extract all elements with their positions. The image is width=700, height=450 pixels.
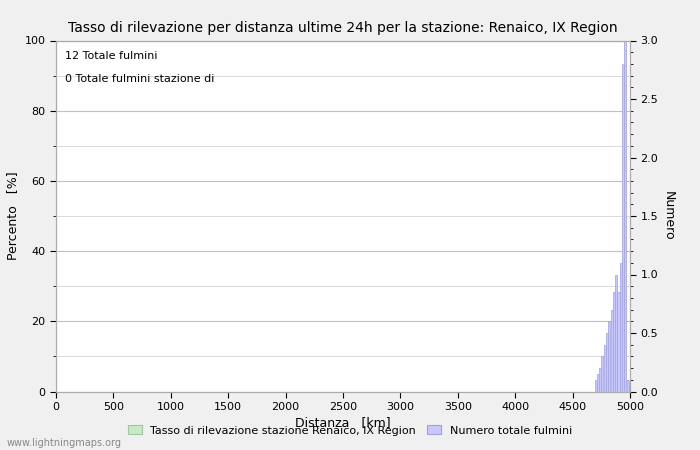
Text: www.lightningmaps.org: www.lightningmaps.org [7, 438, 122, 448]
Y-axis label: Numero: Numero [662, 191, 675, 241]
Bar [629, 386, 631, 392]
Text: 12 Totale fulmini: 12 Totale fulmini [64, 51, 157, 61]
Bar [606, 333, 608, 392]
Bar [624, 40, 626, 392]
Bar [610, 310, 612, 392]
Bar [617, 292, 620, 392]
Bar [620, 263, 622, 392]
Bar [608, 321, 610, 392]
Bar [597, 374, 599, 392]
X-axis label: Distanza   [km]: Distanza [km] [295, 416, 391, 429]
Bar [603, 345, 606, 392]
Text: 0 Totale fulmini stazione di: 0 Totale fulmini stazione di [64, 74, 214, 84]
Bar [601, 356, 603, 392]
Legend: Tasso di rilevazione stazione Renaico, IX Region, Numero totale fulmini: Tasso di rilevazione stazione Renaico, I… [124, 421, 576, 440]
Bar [626, 380, 629, 392]
Bar [594, 380, 596, 392]
Bar [613, 292, 615, 392]
Y-axis label: Percento   [%]: Percento [%] [6, 172, 19, 260]
Bar [615, 274, 617, 392]
Bar [599, 368, 601, 392]
Title: Tasso di rilevazione per distanza ultime 24h per la stazione: Renaico, IX Region: Tasso di rilevazione per distanza ultime… [68, 21, 618, 35]
Bar [622, 64, 624, 391]
